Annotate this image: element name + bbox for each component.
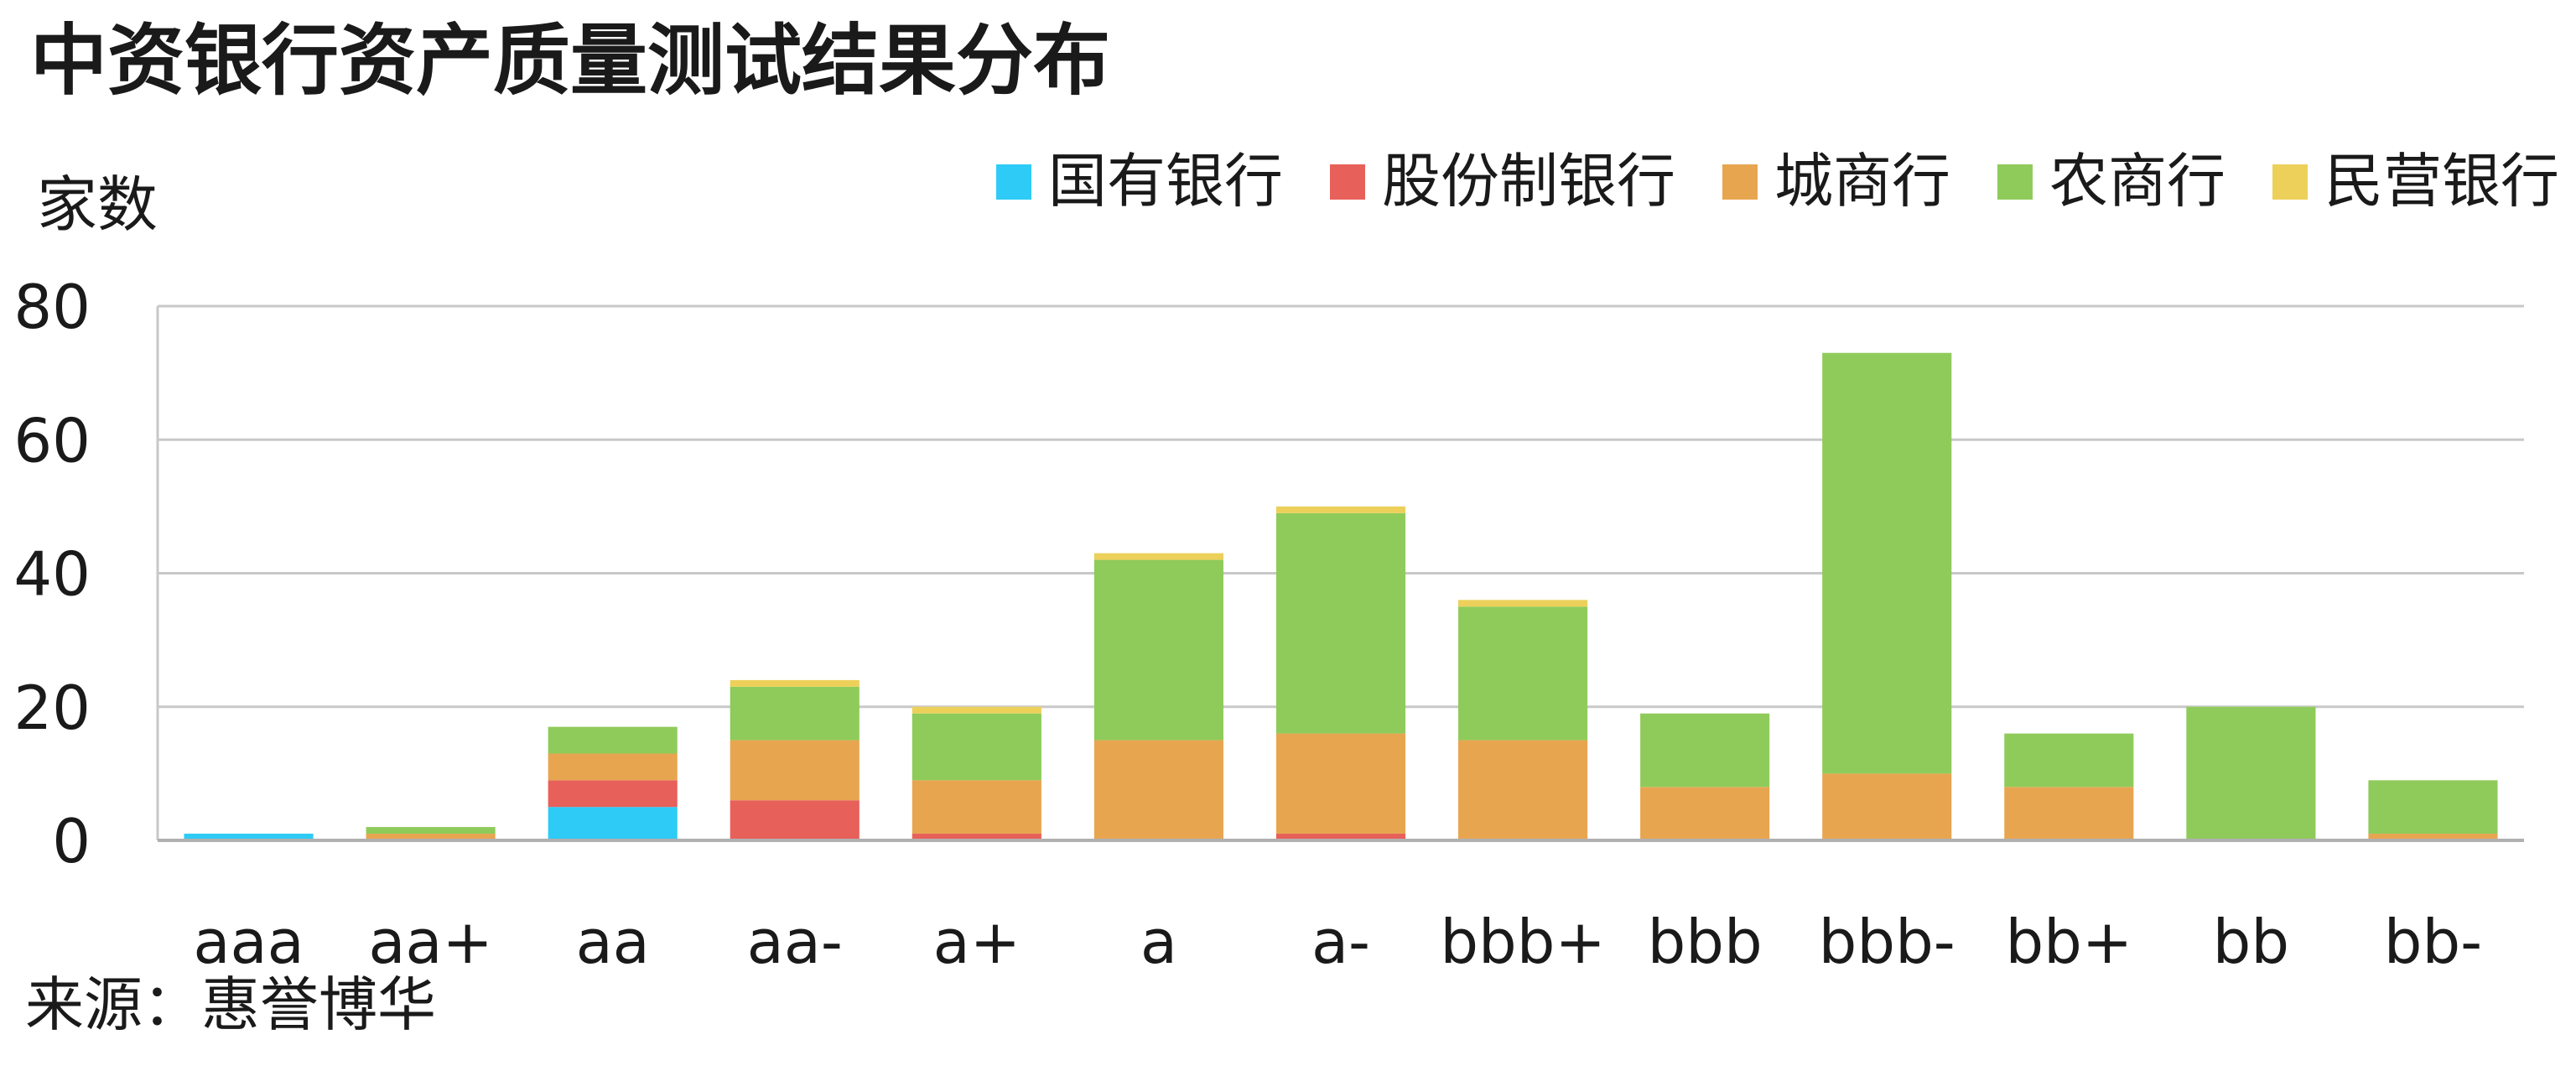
bar-segment (1275, 733, 1406, 834)
legend-item: 国有银行 (996, 149, 1283, 214)
legend-swatch (1722, 164, 1758, 200)
bar-segment (1640, 787, 1770, 840)
legend-item: 农商行 (1997, 149, 2225, 214)
x-tick-label: bb- (2384, 907, 2482, 977)
bar-segment (548, 807, 678, 840)
bar-segment (730, 679, 860, 687)
bar-segment (1822, 773, 1952, 840)
bar-segment (1640, 713, 1770, 788)
x-tick-label: a+ (933, 907, 1021, 977)
bar-segment (1275, 506, 1406, 513)
bar-segment (2004, 787, 2134, 840)
bar-segment (730, 800, 860, 840)
x-tick-label: bb+ (2005, 907, 2132, 977)
bar-segment (911, 713, 1041, 781)
bar-segment (548, 726, 678, 754)
x-tick-label: aa- (747, 907, 843, 977)
bar-segment (1093, 553, 1223, 560)
legend-swatch (1330, 164, 1365, 200)
bar-segment (1458, 606, 1588, 741)
bar-segment (366, 827, 496, 834)
legend-item: 城商行 (1722, 149, 1950, 214)
legend-item: 股份制银行 (1330, 149, 1675, 214)
bar-segment (366, 834, 496, 840)
x-tick-label: a- (1311, 907, 1370, 977)
bar-segment (1093, 559, 1223, 741)
y-axis-label: 家数 (37, 169, 158, 240)
x-tick-label: bbb- (1819, 907, 1955, 977)
legend-swatch (2272, 164, 2308, 200)
source-note: 来源：惠誉博华 (25, 970, 436, 1039)
bar-segment (184, 834, 314, 840)
bar-segment (730, 740, 860, 801)
legend-swatch (1997, 164, 2033, 200)
bar-segment (730, 686, 860, 741)
bar-segment (911, 780, 1041, 834)
bar-segment (2004, 733, 2134, 788)
chart-title: 中资银行资产质量测试结果分布 (30, 16, 1111, 106)
y-tick-label: 0 (52, 806, 91, 876)
x-tick-label: aaa (193, 907, 304, 977)
x-tick-label: bbb (1648, 907, 1763, 977)
bar-segment (2186, 706, 2316, 840)
y-tick-label: 40 (13, 539, 91, 610)
bar-segment (1458, 740, 1588, 840)
legend-label: 民营银行 (2324, 147, 2559, 216)
bar-segment (911, 834, 1041, 840)
bar-segment (1275, 834, 1406, 840)
y-tick-label: 80 (13, 272, 91, 342)
bar-segment (548, 780, 678, 808)
legend-swatch (996, 164, 1031, 200)
legend-label: 城商行 (1774, 147, 1950, 216)
bar-segment (1822, 352, 1952, 774)
x-tick-label: a (1140, 907, 1177, 977)
bar-segment (911, 706, 1041, 714)
bar-segment (548, 753, 678, 781)
y-tick-label: 20 (13, 673, 91, 743)
y-tick-label: 60 (13, 405, 91, 476)
x-tick-label: aa (576, 907, 650, 977)
legend-label: 股份制银行 (1382, 147, 1675, 216)
bar-segment (2368, 780, 2498, 834)
bar-segment (1275, 512, 1406, 734)
bar-segment (1458, 600, 1588, 607)
legend-label: 农商行 (2049, 147, 2225, 216)
x-tick-label: bbb+ (1440, 907, 1605, 977)
bar-segment (2368, 834, 2498, 840)
bar-segment (1093, 740, 1223, 840)
x-tick-label: bb (2213, 907, 2289, 977)
legend: 国有银行 股份制银行 城商行 农商行 民营银行 (949, 149, 2559, 214)
legend-label: 国有银行 (1048, 147, 1283, 216)
legend-item: 民营银行 (2272, 149, 2559, 214)
x-tick-label: aa+ (368, 907, 493, 977)
